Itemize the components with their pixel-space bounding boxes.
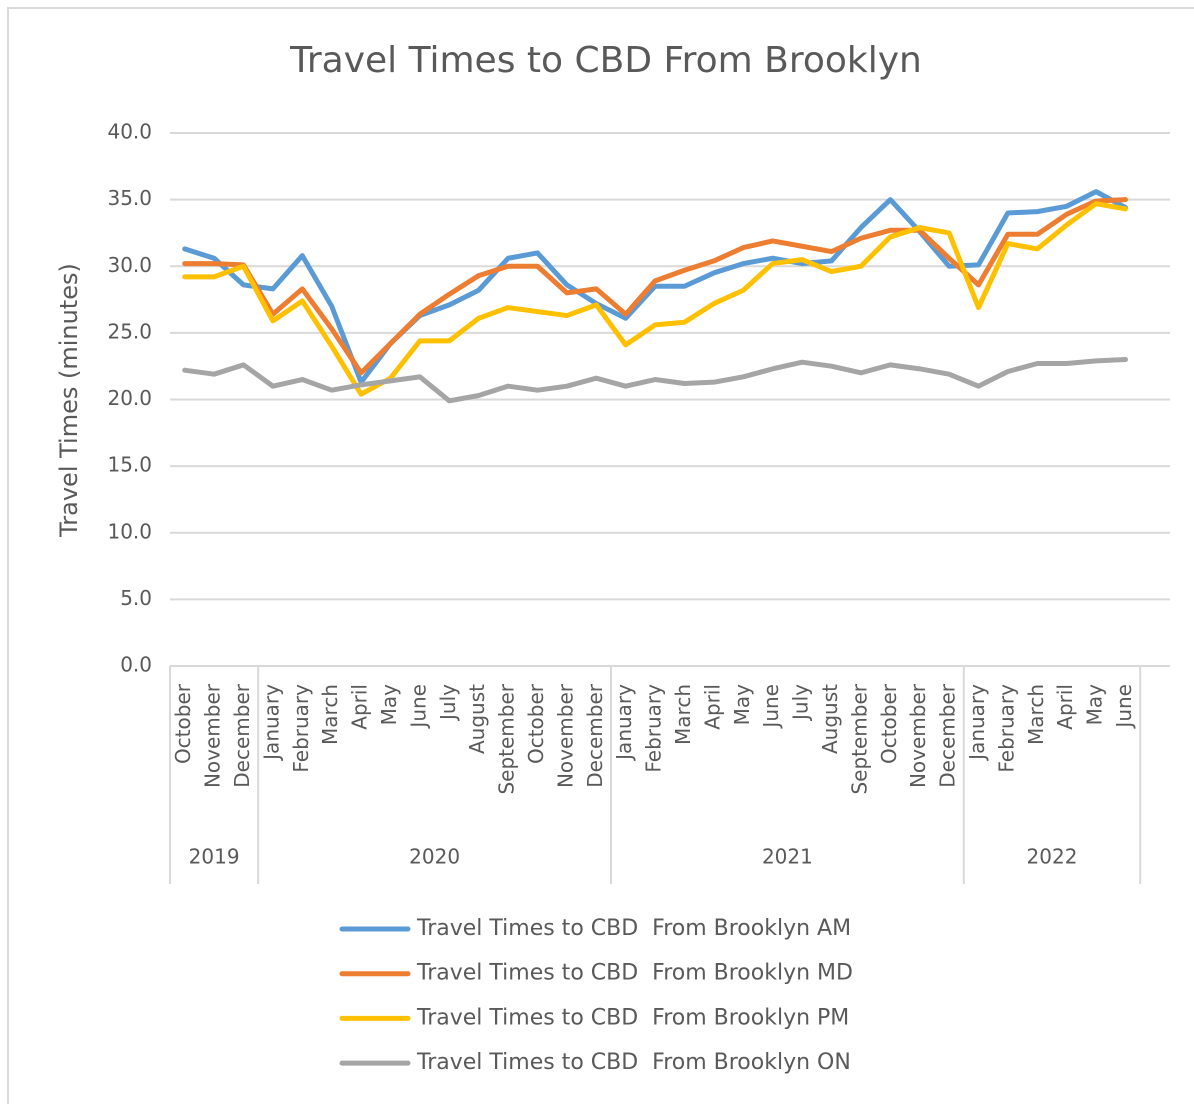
x-tick-label: May xyxy=(377,684,401,726)
series-line xyxy=(182,201,1128,397)
series-line xyxy=(182,189,1128,385)
x-group-label: 2021 xyxy=(762,845,813,869)
x-tick-label: March xyxy=(318,684,342,745)
x-tick-label: April xyxy=(1053,684,1077,730)
x-tick-label: May xyxy=(730,684,754,726)
x-tick-label: September xyxy=(847,683,871,794)
x-tick-label: January xyxy=(612,684,636,762)
y-tick-label: 10.0 xyxy=(107,519,152,543)
x-tick-label: December xyxy=(230,683,254,787)
y-tick-label: 40.0 xyxy=(107,120,152,144)
chart-title: Travel Times to CBD From Brooklyn xyxy=(289,40,922,81)
x-tick-label: February xyxy=(289,684,313,773)
series-line xyxy=(182,357,1128,404)
x-group-label: 2022 xyxy=(1027,845,1078,869)
x-tick-label: July xyxy=(436,684,460,722)
y-tick-label: 25.0 xyxy=(107,319,152,343)
x-tick-label: November xyxy=(553,683,577,788)
x-tick-label: May xyxy=(1083,684,1107,726)
chart-frame xyxy=(7,7,1194,1104)
x-tick-label: August xyxy=(465,684,489,754)
x-tick-label: October xyxy=(171,683,195,764)
x-group-label: 2019 xyxy=(189,845,240,869)
x-tick-label: April xyxy=(348,684,372,730)
x-tick-label: July xyxy=(789,684,813,722)
x-tick-label: June xyxy=(759,684,783,730)
y-tick-label: 20.0 xyxy=(107,386,152,410)
x-tick-label: January xyxy=(259,684,283,762)
legend-label: Travel Times to CBD From Brooklyn PM xyxy=(416,1005,849,1030)
y-tick-label: 15.0 xyxy=(107,453,152,477)
legend-label: Travel Times to CBD From Brooklyn MD xyxy=(416,961,853,986)
x-tick-label: June xyxy=(406,684,430,730)
x-tick-label: February xyxy=(642,684,666,773)
y-axis-label: Travel Times (minutes) xyxy=(55,263,83,538)
y-tick-label: 5.0 xyxy=(120,586,152,610)
x-tick-label: June xyxy=(1112,684,1136,730)
x-tick-label: January xyxy=(965,684,989,762)
x-group-label: 2020 xyxy=(409,845,460,869)
x-tick-label: October xyxy=(877,683,901,764)
legend-label: Travel Times to CBD From Brooklyn ON xyxy=(416,1050,851,1075)
x-tick-label: November xyxy=(201,683,225,788)
x-tick-label: October xyxy=(524,683,548,764)
x-tick-label: December xyxy=(936,683,960,787)
x-tick-label: March xyxy=(1024,684,1048,745)
x-tick-label: February xyxy=(994,684,1018,773)
y-tick-label: 35.0 xyxy=(107,186,152,210)
legend-label: Travel Times to CBD From Brooklyn AM xyxy=(416,916,851,941)
y-tick-label: 0.0 xyxy=(120,653,152,677)
x-tick-label: November xyxy=(906,683,930,788)
y-tick-label: 30.0 xyxy=(107,253,152,277)
x-tick-label: August xyxy=(818,684,842,754)
x-tick-label: March xyxy=(671,684,695,745)
x-tick-label: September xyxy=(495,683,519,794)
x-tick-label: December xyxy=(583,683,607,787)
x-tick-label: April xyxy=(700,684,724,730)
